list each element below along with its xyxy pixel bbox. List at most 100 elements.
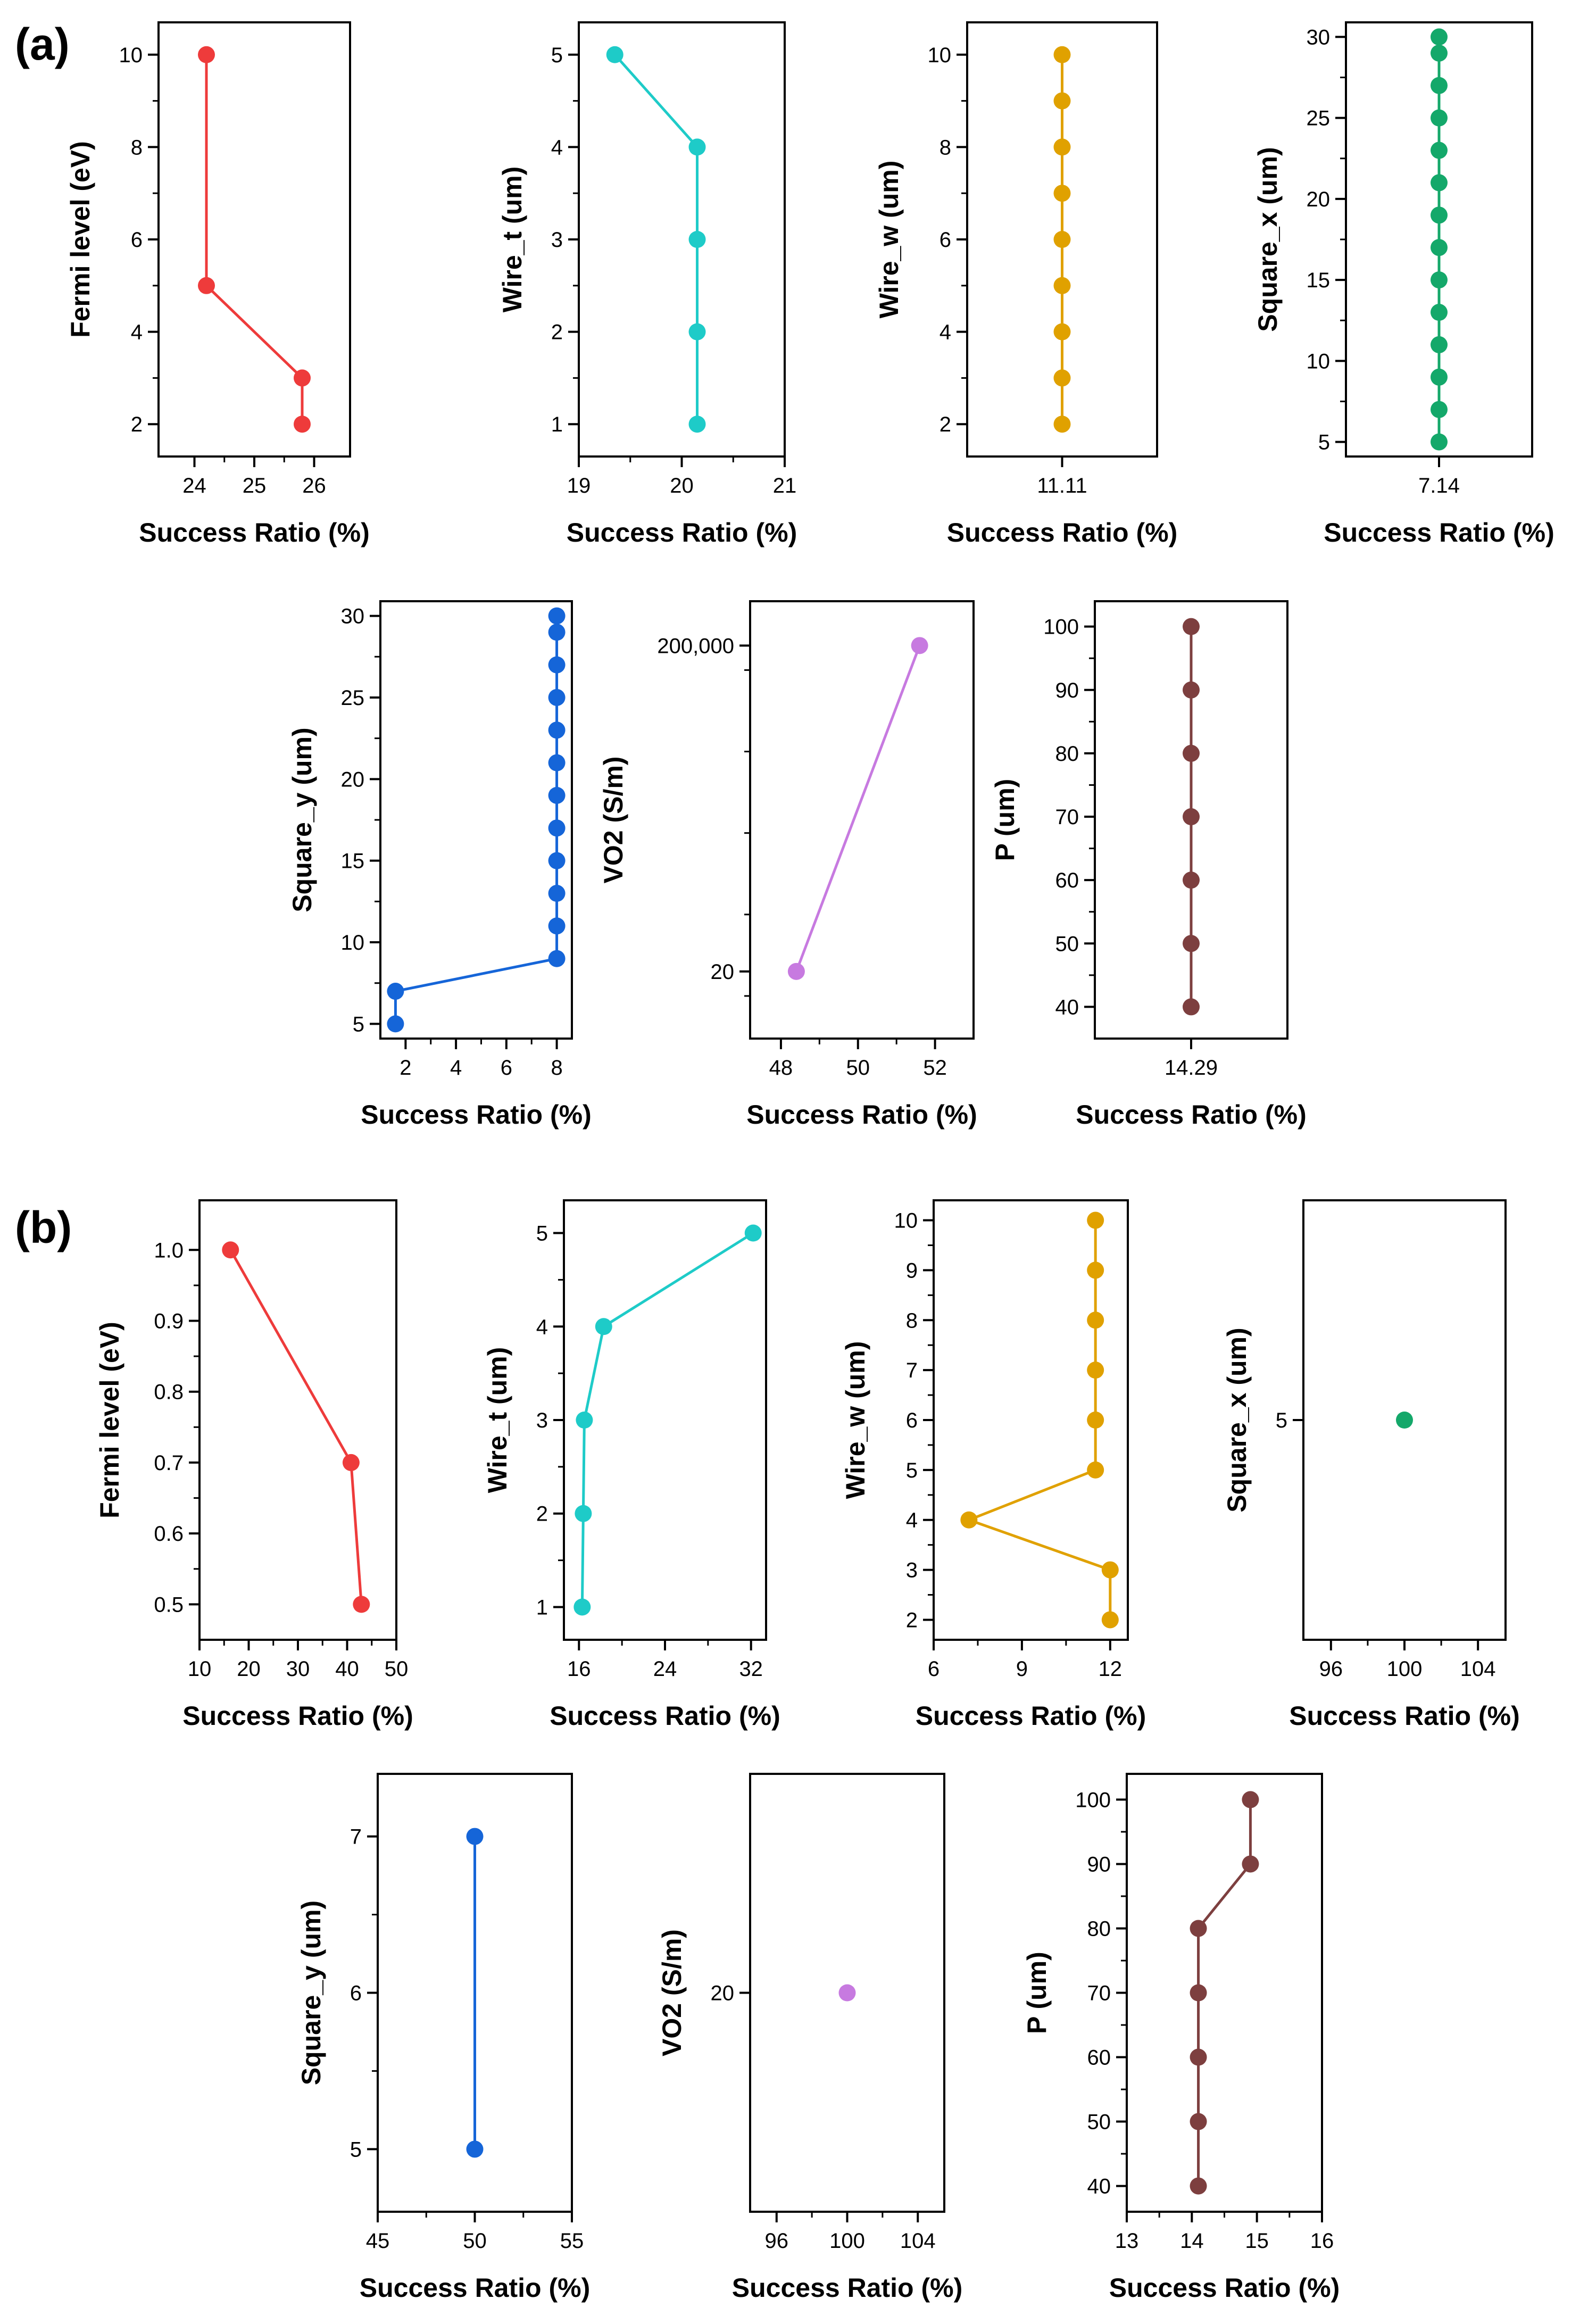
y-tick-label: 100 <box>1075 1788 1111 1812</box>
y-tick-label: 7 <box>906 1359 918 1382</box>
y-tick-label: 10 <box>928 44 952 67</box>
x-tick-label: 19 <box>567 474 591 497</box>
y-tick-label: 2 <box>536 1503 548 1526</box>
data-point <box>1053 416 1071 433</box>
y-tick-label: 1.0 <box>154 1239 184 1262</box>
y-tick-label: 8 <box>131 136 143 159</box>
x-axis-title: Success Ratio (%) <box>732 2273 962 2303</box>
y-axis-title: Wire_w (um) <box>874 161 904 319</box>
data-point <box>1431 44 1448 62</box>
x-tick-label: 100 <box>829 2229 865 2253</box>
y-tick-label: 2 <box>131 413 143 436</box>
x-axis-title: Success Ratio (%) <box>1076 1100 1306 1130</box>
data-point <box>1242 1855 1259 1873</box>
chart-11: 96 100 104 5 Success Ratio (%) Square_x (um) <box>1222 1199 1520 1731</box>
y-tick-label: 0.9 <box>154 1309 184 1333</box>
data-point <box>744 1224 762 1242</box>
data-point <box>1431 304 1448 321</box>
y-tick-label: 25 <box>341 686 365 710</box>
data-point <box>342 1454 360 1471</box>
x-tick-label: 14.29 <box>1165 1056 1218 1080</box>
y-tick-label: 0.7 <box>154 1451 184 1475</box>
chart-5: 2 4 6 8 5 10 15 20 25 30 Success Ratio (%) Square_y… <box>287 600 592 1130</box>
x-tick-label: 9 <box>1016 1657 1028 1681</box>
data-point <box>573 1598 591 1616</box>
data-point <box>787 962 805 980</box>
data-point <box>1101 1561 1119 1579</box>
y-tick-label: 100 <box>1043 616 1079 639</box>
x-tick-label: 26 <box>302 474 326 497</box>
panel-label-b: (b) <box>15 1202 72 1252</box>
chart-10: 6 9 12 2 3 4 5 6 7 8 9 10 Success Ratio (%) Wire_w (u… <box>841 1199 1146 1731</box>
data-point <box>688 231 706 248</box>
chart-3: 11.11 2 4 6 8 10 Success Ratio (%) Wire_w (um) <box>874 21 1177 547</box>
x-tick-label: 4 <box>450 1056 462 1080</box>
y-tick-label: 5 <box>536 1222 548 1246</box>
x-tick-label: 50 <box>463 2229 487 2253</box>
x-tick-label: 32 <box>739 1657 763 1681</box>
data-point <box>1396 1412 1413 1429</box>
x-tick-label: 40 <box>335 1657 359 1681</box>
data-point <box>1053 92 1071 110</box>
y-tick-label: 25 <box>1307 107 1331 130</box>
x-axis-title: Success Ratio (%) <box>360 2273 590 2303</box>
y-tick-label: 5 <box>1318 431 1330 454</box>
x-tick-label: 14 <box>1180 2229 1204 2253</box>
data-point <box>1183 808 1200 826</box>
y-tick-label: 90 <box>1055 679 1079 702</box>
x-tick-label: 7.14 <box>1418 474 1460 497</box>
y-tick-label: 10 <box>341 931 365 954</box>
x-tick-label: 12 <box>1099 1657 1123 1681</box>
plot-frame <box>157 21 351 458</box>
y-tick-label: 70 <box>1087 1982 1111 2005</box>
y-axis-title: Wire_t (um) <box>497 167 527 313</box>
y-tick-label: 1 <box>536 1596 548 1619</box>
y-tick-label: 40 <box>1055 995 1079 1019</box>
data-point <box>1053 185 1071 202</box>
x-tick-label: 50 <box>385 1657 409 1681</box>
data-point <box>1431 174 1448 192</box>
y-tick-label: 3 <box>551 228 563 252</box>
y-tick-label: 20 <box>1307 188 1331 211</box>
y-tick-label: 4 <box>551 136 563 159</box>
data-point <box>548 688 566 706</box>
x-axis-title: Success Ratio (%) <box>1109 2273 1340 2303</box>
data-point <box>1431 142 1448 159</box>
data-point <box>466 1828 484 1845</box>
data-point <box>1431 206 1448 224</box>
y-axis-title: VO2 (S/m) <box>598 757 628 884</box>
data-point <box>1183 744 1200 762</box>
x-tick-label: 21 <box>773 474 797 497</box>
x-tick-label: 2 <box>400 1056 411 1080</box>
data-point <box>1431 401 1448 418</box>
y-tick-label: 4 <box>536 1315 548 1339</box>
x-tick-label: 96 <box>1319 1657 1343 1681</box>
data-point <box>353 1596 370 1613</box>
y-axis-title: P (um) <box>990 779 1020 861</box>
y-tick-label: 50 <box>1055 932 1079 956</box>
series-line <box>229 1249 363 1605</box>
y-tick-label: 3 <box>906 1559 918 1582</box>
plot-frame <box>563 1199 767 1641</box>
data-point <box>1431 336 1448 353</box>
data-point <box>688 138 706 156</box>
y-tick-label: 1 <box>551 413 563 436</box>
x-tick-label: 50 <box>846 1056 870 1080</box>
series-line <box>580 1232 754 1607</box>
data-point <box>1087 1211 1104 1229</box>
x-tick-label: 24 <box>653 1657 677 1681</box>
data-point <box>606 46 623 63</box>
data-point <box>1431 368 1448 386</box>
series-line <box>394 616 559 1024</box>
data-point <box>1101 1611 1119 1629</box>
data-point <box>1087 1261 1104 1279</box>
x-axis-title: Success Ratio (%) <box>1289 1701 1519 1731</box>
y-tick-label: 20 <box>341 768 365 791</box>
x-axis-title: Success Ratio (%) <box>947 518 1177 547</box>
x-tick-label: 100 <box>1387 1657 1423 1681</box>
x-tick-label: 6 <box>928 1657 940 1681</box>
